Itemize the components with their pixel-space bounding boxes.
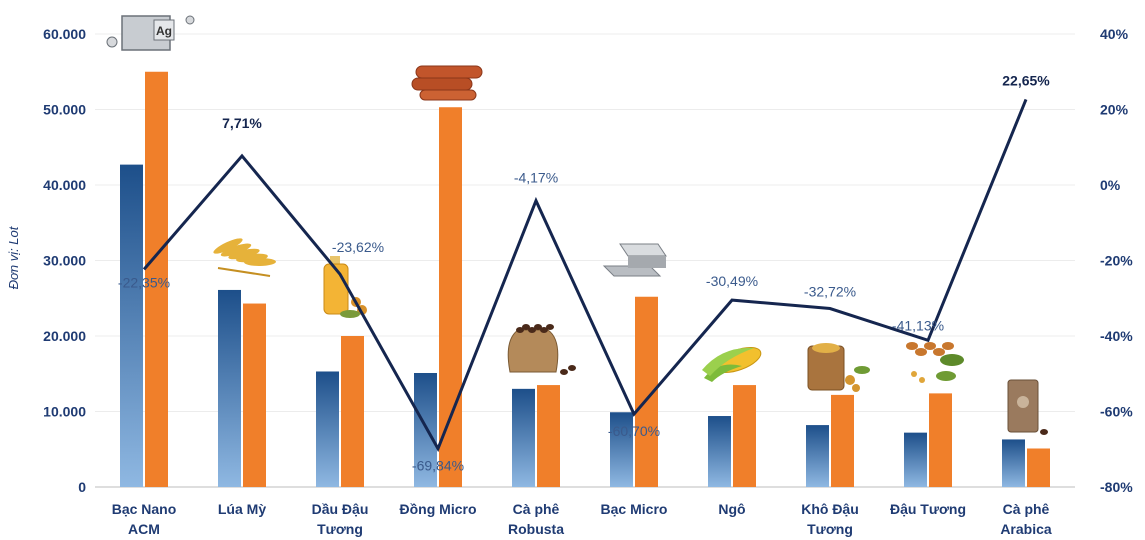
category-label: Cà phê: [513, 501, 560, 517]
right-tick-label: 40%: [1100, 26, 1129, 42]
bar-series-1: [1002, 439, 1025, 487]
copper-pipes-icon: [411, 65, 483, 101]
category-label: Cà phê: [1003, 501, 1050, 517]
bar-series-2: [733, 385, 756, 487]
bar-series-2: [341, 336, 364, 487]
bar-series-1: [904, 432, 927, 487]
corn-icon: [702, 347, 762, 382]
category-label: Dầu Đậu: [312, 501, 369, 517]
category-label: Arabica: [1000, 521, 1052, 537]
left-tick-label: 10.000: [43, 404, 86, 420]
bar-series-1: [512, 388, 535, 487]
left-tick-label: 30.000: [43, 253, 86, 269]
change-label: -32,72%: [804, 284, 856, 300]
change-label: -69,84%: [412, 458, 464, 474]
category-label: Tương: [807, 521, 853, 537]
change-label: 7,71%: [222, 115, 262, 131]
svg-text:Ag: Ag: [156, 24, 172, 38]
change-line-path: [142, 98, 1028, 453]
change-line: [142, 98, 1028, 453]
series-2-bars: [145, 71, 1050, 488]
bar-series-2: [1027, 448, 1050, 487]
category-label: Bạc Micro: [601, 501, 668, 517]
bar-series-1: [218, 289, 241, 487]
change-labels: -22,35% 7,71% -23,62% -69,84% -4,17% -60,70% -…: [118, 72, 1050, 473]
category-label: Robusta: [508, 521, 564, 537]
category-label: Lúa Mỳ: [218, 501, 266, 517]
right-tick-label: 0%: [1100, 177, 1121, 193]
left-tick-label: 60.000: [43, 26, 86, 42]
bar-series-1: [414, 372, 437, 487]
bar-series-1: [610, 412, 633, 487]
category-label: Đậu Tương: [890, 501, 966, 517]
left-tick-label: 20.000: [43, 328, 86, 344]
right-axis-ticks: -80% -60% -40% -20% 0% 20% 40%: [1100, 26, 1133, 495]
bar-series-1: [806, 425, 829, 487]
coffee-bag-icon: [1007, 379, 1048, 435]
bar-series-2: [635, 296, 658, 487]
bar-series-1: [708, 416, 731, 487]
bar-series-1: [120, 164, 143, 488]
change-label: 22,65%: [1002, 72, 1050, 88]
right-tick-label: 20%: [1100, 102, 1129, 118]
change-label: -30,49%: [706, 273, 758, 289]
category-label: Ngô: [718, 501, 745, 517]
bar-series-2: [831, 394, 854, 487]
category-label: Bạc Nano: [112, 501, 177, 517]
bar-series-2: [537, 385, 560, 487]
soybean-meal-sack-icon: [807, 343, 870, 392]
bar-series-2: [439, 107, 462, 488]
bar-series-2: [243, 303, 266, 487]
silver-bars-icon: [602, 243, 667, 277]
right-tick-label: -40%: [1100, 328, 1133, 344]
category-label: Đồng Micro: [400, 501, 477, 517]
category-label: Khô Đậu: [801, 501, 859, 517]
series-1-bars: [120, 164, 1025, 488]
category-label: Tương: [317, 521, 363, 537]
wheat-icon: [213, 238, 276, 277]
right-tick-label: -60%: [1100, 404, 1133, 420]
bar-series-2: [145, 71, 168, 487]
coffee-bean-sack-icon: [507, 324, 576, 375]
category-labels: Bạc Nano ACM Lúa Mỳ Dầu Đậu Tương Đồng Micro C…: [112, 501, 1052, 537]
bar-series-2: [929, 393, 952, 487]
right-tick-label: -80%: [1100, 479, 1133, 495]
category-label: ACM: [128, 521, 160, 537]
change-label: -22,35%: [118, 274, 170, 290]
left-axis-ticks: 0 10.000 20.000 30.000 40.000 50.000 60.000: [43, 26, 86, 495]
silver-ag-cube-icon: Ag: [106, 15, 195, 51]
soybean-plant-icon: [906, 342, 964, 383]
left-tick-label: 50.000: [43, 102, 86, 118]
left-tick-label: 40.000: [43, 177, 86, 193]
right-tick-label: -20%: [1100, 253, 1133, 269]
change-label: -4,17%: [514, 170, 558, 186]
y-axis-label: Đơn vị: Lot: [6, 225, 21, 289]
change-label: -41,13%: [892, 317, 944, 333]
change-label: -60,70%: [608, 423, 660, 439]
bar-series-1: [316, 371, 339, 487]
left-tick-label: 0: [78, 479, 86, 495]
change-label: -23,62%: [332, 239, 384, 255]
